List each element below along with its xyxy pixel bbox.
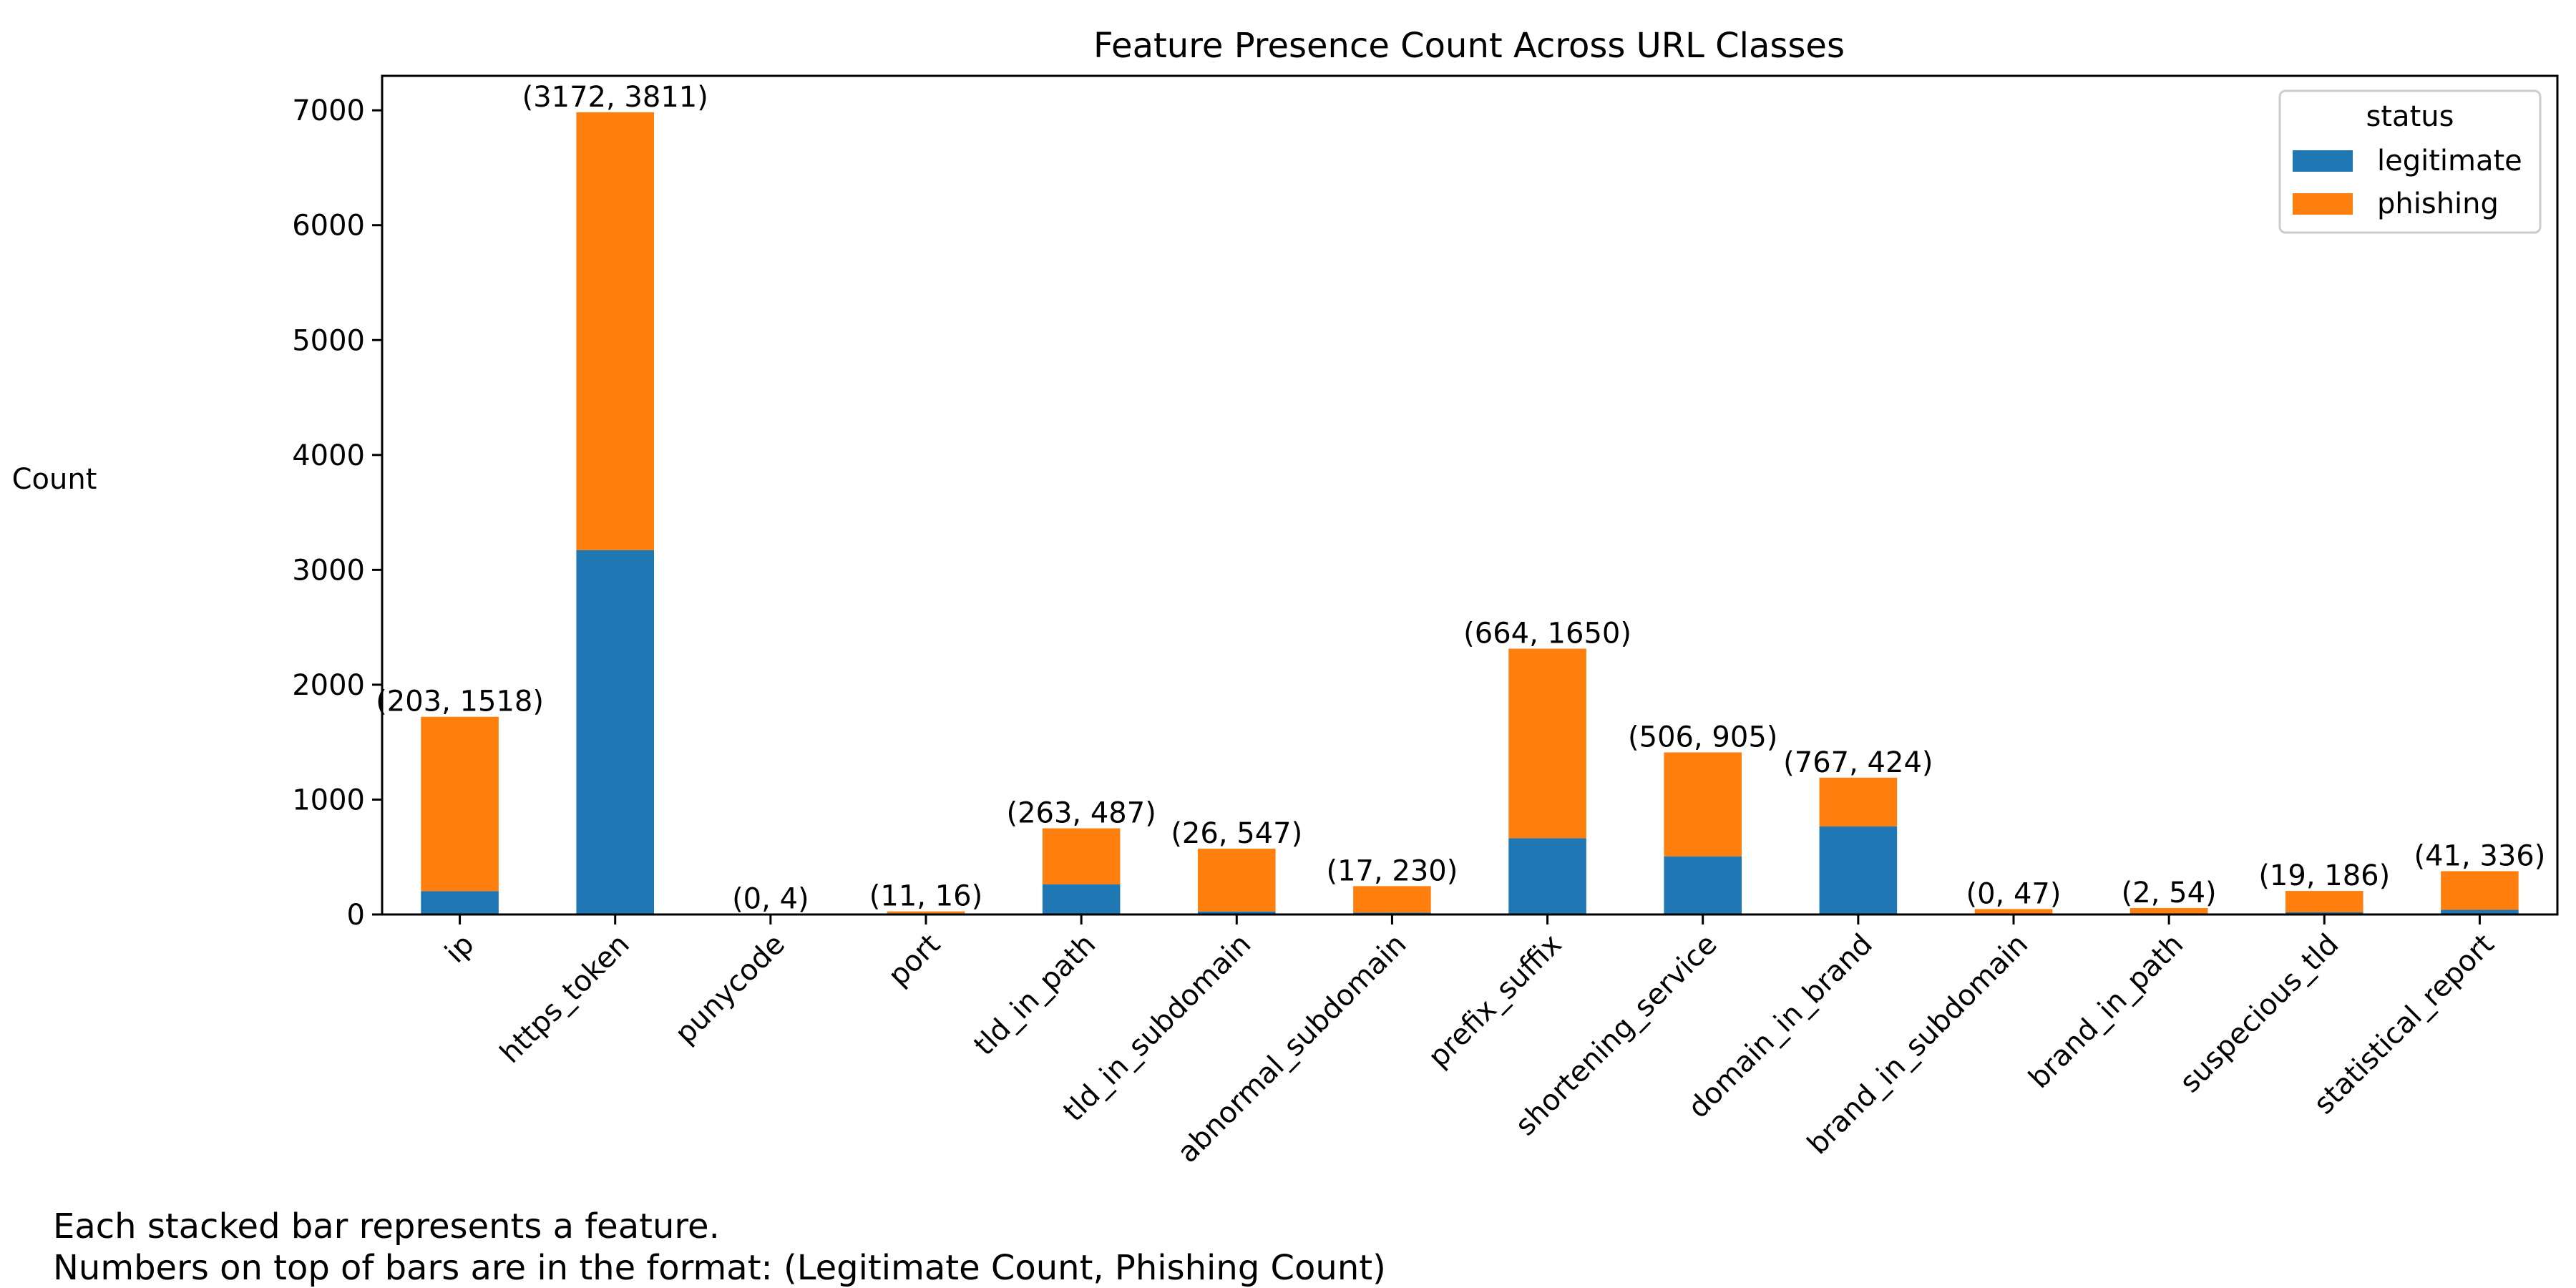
plot-frame [381, 74, 2559, 916]
bar-label-punycode: (0, 4) [732, 882, 809, 915]
legend-label-phishing: phishing [2377, 187, 2499, 220]
bar-phishing-suspecious_tld [2285, 891, 2363, 912]
legend-label-legitimate: legitimate [2377, 145, 2522, 177]
legend-swatch-phishing [2293, 193, 2353, 215]
y-tick-label: 2000 [292, 669, 365, 702]
caption-line-2: Numbers on top of bars are in the format… [53, 1248, 1386, 1288]
bar-legitimate-https_token [576, 550, 654, 914]
x-tick-label-ip: ip [439, 928, 480, 970]
bar-phishing-brand_in_path [2129, 908, 2208, 914]
bar-label-tld_in_path: (263, 487) [1006, 797, 1156, 830]
legend-swatch-legitimate [2293, 150, 2353, 172]
bar-label-brand_in_path: (2, 54) [2122, 877, 2217, 909]
y-tick-label: 7000 [292, 94, 365, 127]
bar-legitimate-tld_in_subdomain [1198, 911, 1276, 914]
legend: status legitimate phishing [2278, 89, 2542, 234]
x-axis: ip https_token punycode port tld_in_pathtld_… [439, 914, 2500, 1169]
x-tick-label-tld_in_path: tld_in_path [967, 928, 1102, 1063]
bar-legitimate-prefix_suffix [1508, 838, 1586, 914]
y-axis: 0 1000 2000 3000 4000 5000 6000 7000 [292, 94, 382, 932]
y-tick-label: 6000 [292, 210, 365, 243]
bar-phishing-statistical_report [2441, 871, 2519, 910]
bar-label-prefix_suffix: (664, 1650) [1463, 617, 1631, 650]
y-tick-label: 4000 [292, 439, 365, 472]
y-tick-label: 1000 [292, 784, 365, 816]
bar-legitimate-ip [421, 891, 499, 914]
x-tick-label-https_token: https_token [494, 928, 636, 1070]
bar-phishing-port [887, 911, 965, 914]
bar-label-domain_in_brand: (767, 424) [1783, 746, 1933, 779]
bar-label-port: (11, 16) [869, 880, 982, 913]
bar-label-ip: (203, 1518) [376, 686, 544, 718]
bar-label-shortening_service: (506, 905) [1628, 721, 1777, 753]
caption-line-1: Each stacked bar represents a feature. [53, 1206, 720, 1246]
chart-title: Feature Presence Count Across URL Classe… [1093, 26, 1845, 66]
y-axis-label: Count [12, 463, 97, 496]
bar-label-https_token: (3172, 3811) [522, 81, 708, 114]
bar-phishing-abnormal_subdomain [1353, 886, 1431, 913]
bar-label-statistical_report: (41, 336) [2414, 839, 2545, 872]
x-tick-label-suspecious_tld: suspecious_tld [2174, 928, 2346, 1100]
bar-phishing-tld_in_subdomain [1198, 849, 1276, 912]
bar-phishing-tld_in_path [1042, 828, 1121, 884]
y-tick-label: 0 [347, 899, 365, 932]
bars-group [421, 112, 2519, 914]
bar-label-suspecious_tld: (19, 186) [2258, 859, 2390, 892]
bar-phishing-brand_in_subdomain [1974, 909, 2053, 914]
bar-phishing-ip [421, 716, 499, 892]
legend-title: status [2366, 100, 2454, 133]
bar-labels-group: (203, 1518) (3172, 3811) (0, 4) (11, 16) (26… [376, 81, 2545, 915]
bar-label-abnormal_subdomain: (17, 230) [1326, 854, 1458, 887]
bar-phishing-prefix_suffix [1508, 648, 1586, 839]
bar-label-brand_in_subdomain: (0, 47) [1966, 877, 2062, 910]
x-tick-label-punycode: punycode [669, 928, 791, 1050]
y-tick-label: 5000 [292, 324, 365, 357]
bar-phishing-https_token [576, 112, 654, 550]
bar-phishing-shortening_service [1664, 752, 1742, 857]
bar-phishing-domain_in_brand [1819, 777, 1898, 826]
bar-legitimate-tld_in_path [1042, 884, 1121, 914]
bar-legitimate-statistical_report [2441, 909, 2519, 914]
bar-legitimate-domain_in_brand [1819, 826, 1898, 914]
bar-label-tld_in_subdomain: (26, 547) [1171, 817, 1302, 850]
bar-legitimate-suspecious_tld [2285, 912, 2363, 914]
x-tick-label-brand_in_path: brand_in_path [2023, 928, 2190, 1096]
x-tick-label-prefix_suffix: prefix_suffix [1422, 928, 1568, 1074]
x-tick-label-port: port [882, 928, 947, 993]
y-tick-label: 3000 [292, 554, 365, 587]
bar-legitimate-shortening_service [1664, 856, 1742, 914]
